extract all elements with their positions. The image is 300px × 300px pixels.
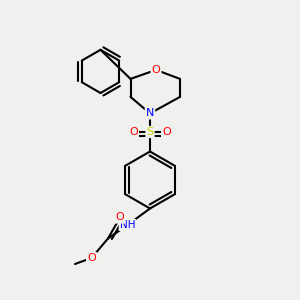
Text: N: N bbox=[146, 108, 154, 118]
Text: O: O bbox=[152, 65, 160, 75]
Text: S: S bbox=[146, 127, 154, 137]
Text: NH: NH bbox=[120, 220, 135, 230]
Text: O: O bbox=[162, 127, 171, 137]
Text: O: O bbox=[87, 253, 96, 263]
Text: O: O bbox=[116, 212, 124, 223]
Text: O: O bbox=[129, 127, 138, 137]
